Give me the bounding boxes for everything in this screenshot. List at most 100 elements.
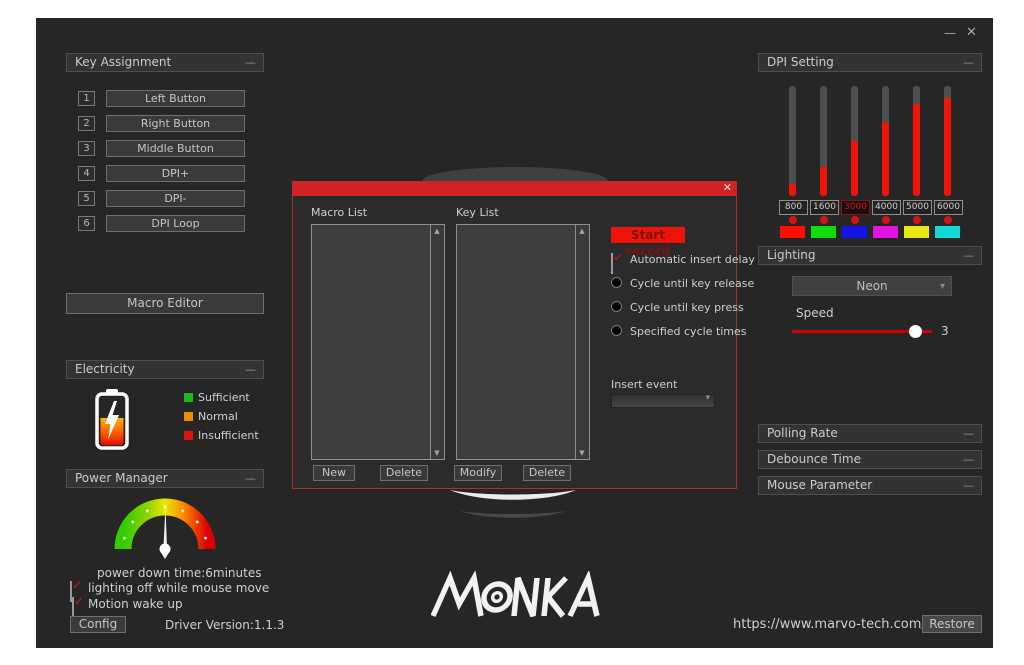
- dpi-value-box: 6000: [934, 200, 963, 215]
- debounce-time-title: Debounce Time: [767, 452, 861, 466]
- dpi-setting-title: DPI Setting: [767, 55, 834, 69]
- collapse-icon[interactable]: —: [245, 472, 256, 485]
- power-manager-title: Power Manager: [75, 471, 168, 485]
- dpi-slider-column: 6000: [933, 78, 963, 248]
- dpi-color-swatch[interactable]: [935, 226, 960, 238]
- dpi-select-dot[interactable]: [944, 216, 952, 224]
- dpi-slider[interactable]: [851, 86, 858, 196]
- speed-value: 3: [941, 324, 949, 338]
- window-close-button[interactable]: ✕: [966, 25, 977, 40]
- collapse-icon[interactable]: —: [963, 56, 974, 69]
- scroll-down-icon[interactable]: ▼: [434, 449, 440, 457]
- key-list-box[interactable]: ▲ ▼: [456, 224, 590, 460]
- window-minimize-button[interactable]: —: [944, 26, 956, 40]
- restore-button[interactable]: Restore: [922, 615, 982, 633]
- cycle-release-label: Cycle until key release: [630, 277, 755, 290]
- key-modify-button[interactable]: Modify: [454, 465, 502, 481]
- scroll-up-icon[interactable]: ▲: [434, 227, 440, 235]
- key-number-2: 2: [78, 116, 95, 131]
- scroll-down-icon[interactable]: ▼: [579, 449, 585, 457]
- dpi-color-swatch[interactable]: [842, 226, 867, 238]
- insert-event-label: Insert event: [611, 378, 678, 391]
- dpi-slider-fill: [913, 103, 920, 196]
- lighting-title: Lighting: [767, 248, 816, 262]
- dpi-color-swatch[interactable]: [873, 226, 898, 238]
- polling-rate-title: Polling Rate: [767, 426, 838, 440]
- legend-swatch: [184, 431, 193, 440]
- key-number-3: 3: [78, 141, 95, 156]
- specified-cycle-radio[interactable]: [611, 325, 622, 336]
- dpi-value-box: 1600: [810, 200, 839, 215]
- dpi-color-swatch[interactable]: [904, 226, 929, 238]
- auto-insert-delay-checkbox[interactable]: ✓: [611, 250, 623, 274]
- auto-insert-delay-label: Automatic insert delay: [630, 253, 755, 266]
- speed-label: Speed: [796, 306, 834, 320]
- dpi-select-dot[interactable]: [820, 216, 828, 224]
- legend-label-normal: Normal: [198, 410, 238, 423]
- start-record-button[interactable]: Start record: [611, 227, 685, 258]
- macro-editor-button[interactable]: Macro Editor: [66, 293, 264, 314]
- key-button-dpi-loop[interactable]: DPI Loop: [106, 215, 245, 232]
- lighting-off-checkbox[interactable]: ✓: [70, 578, 82, 602]
- dpi-slider[interactable]: [789, 86, 796, 196]
- dpi-slider[interactable]: [944, 86, 951, 196]
- brand-logo: MONKA: [430, 569, 603, 623]
- collapse-icon[interactable]: —: [245, 363, 256, 376]
- dpi-slider-fill: [820, 167, 827, 196]
- dpi-slider[interactable]: [820, 86, 827, 196]
- key-button-dpi-plus[interactable]: DPI+: [106, 165, 245, 182]
- dpi-select-dot[interactable]: [913, 216, 921, 224]
- dpi-select-dot[interactable]: [851, 216, 859, 224]
- key-list-label: Key List: [456, 206, 499, 219]
- macro-dialog: ✕ Macro List ▲ ▼ Key List ▲ ▼ Start reco…: [292, 181, 755, 489]
- macro-dialog-titlebar: ✕: [292, 181, 737, 196]
- mouse-image-top: [422, 167, 608, 181]
- cycle-release-radio[interactable]: [611, 277, 622, 288]
- macro-list-label: Macro List: [311, 206, 368, 219]
- macro-list-box[interactable]: ▲ ▼: [311, 224, 445, 460]
- legend-swatch: [184, 412, 193, 421]
- collapse-icon[interactable]: —: [245, 56, 256, 69]
- speed-slider-handle[interactable]: [909, 325, 923, 338]
- cycle-press-radio[interactable]: [611, 301, 622, 312]
- dpi-select-dot[interactable]: [882, 216, 890, 224]
- collapse-icon[interactable]: —: [963, 479, 974, 492]
- check-icon: ✓: [72, 578, 83, 592]
- dpi-slider-fill: [851, 141, 858, 196]
- key-number-6: 6: [78, 216, 95, 231]
- key-button-right[interactable]: Right Button: [106, 115, 245, 132]
- key-button-dpi-minus[interactable]: DPI-: [106, 190, 245, 207]
- speed-slider[interactable]: [792, 325, 932, 338]
- macro-new-button[interactable]: New: [313, 465, 355, 481]
- macro-delete-button[interactable]: Delete: [380, 465, 428, 481]
- dpi-select-dot[interactable]: [789, 216, 797, 224]
- panel-header-key-assignment: Key Assignment —: [66, 53, 264, 72]
- dialog-close-icon[interactable]: ✕: [722, 181, 732, 194]
- key-button-left[interactable]: Left Button: [106, 90, 245, 107]
- scroll-up-icon[interactable]: ▲: [579, 227, 585, 235]
- key-list-scrollbar[interactable]: ▲ ▼: [575, 225, 589, 459]
- key-number-1: 1: [78, 91, 95, 106]
- collapse-icon[interactable]: —: [963, 453, 974, 466]
- check-icon: ✓: [74, 594, 85, 608]
- motion-wake-checkbox[interactable]: ✓: [72, 594, 84, 618]
- dpi-color-swatch[interactable]: [780, 226, 805, 238]
- power-gauge: [114, 498, 216, 559]
- config-button[interactable]: Config: [70, 616, 126, 633]
- collapse-icon[interactable]: —: [963, 427, 974, 440]
- mouse-parameter-title: Mouse Parameter: [767, 478, 873, 492]
- panel-header-mouse-parameter[interactable]: Mouse Parameter —: [758, 476, 982, 495]
- key-delete-button[interactable]: Delete: [523, 465, 571, 481]
- panel-header-polling-rate[interactable]: Polling Rate —: [758, 424, 982, 443]
- key-button-middle[interactable]: Middle Button: [106, 140, 245, 157]
- macro-list-scrollbar[interactable]: ▲ ▼: [430, 225, 444, 459]
- dropdown-arrow-icon: ▾: [705, 393, 710, 403]
- dpi-slider[interactable]: [913, 86, 920, 196]
- lighting-mode-dropdown[interactable]: Neon ▾: [792, 276, 952, 296]
- dpi-slider[interactable]: [882, 86, 889, 196]
- dpi-color-swatch[interactable]: [811, 226, 836, 238]
- check-icon: ✓: [613, 250, 624, 264]
- insert-event-dropdown[interactable]: ▾: [611, 393, 715, 408]
- panel-header-debounce-time[interactable]: Debounce Time —: [758, 450, 982, 469]
- collapse-icon[interactable]: —: [963, 249, 974, 262]
